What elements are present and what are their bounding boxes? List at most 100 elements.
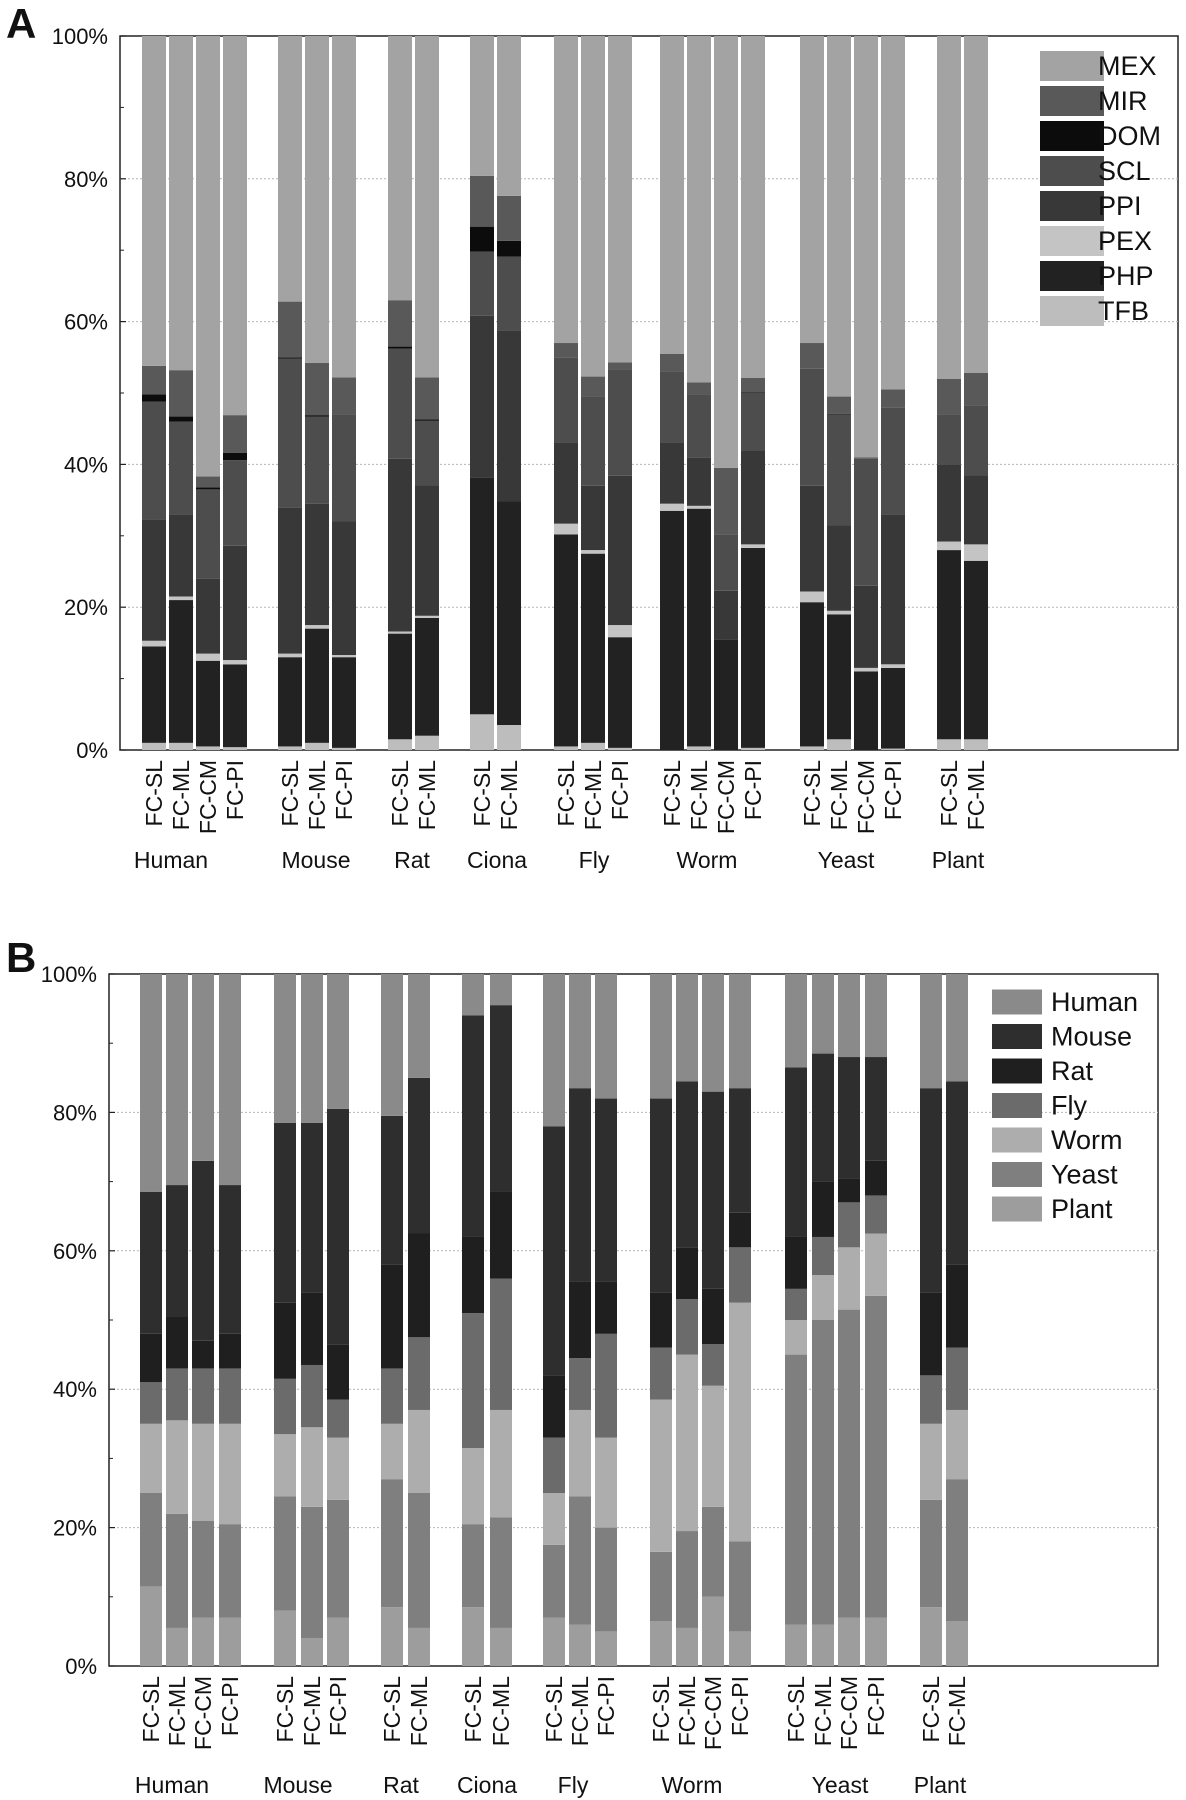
segment-php (581, 553, 605, 743)
segment-tfb (937, 739, 961, 750)
segment-worm (166, 1420, 188, 1514)
x-tick-label: FC-ML (826, 760, 852, 830)
legend-swatch-tfb (1040, 296, 1104, 326)
segment-rat (595, 1281, 617, 1334)
legend-swatch-plant (992, 1196, 1042, 1222)
segment-tfb (223, 747, 247, 750)
segment-ppi (554, 442, 578, 524)
bar-mouse-fc-pi (327, 974, 349, 1666)
segment-human (785, 974, 807, 1068)
segment-worm (865, 1233, 887, 1296)
segment-yeast (543, 1544, 565, 1618)
bar-fly-fc-sl (543, 974, 565, 1666)
group-label: Worm (662, 1772, 723, 1798)
legend-swatch-worm (992, 1127, 1042, 1153)
legend-swatch-pex (1040, 226, 1104, 256)
segment-human (381, 974, 403, 1116)
group-label: Yeast (818, 847, 875, 873)
x-tick-label: FC-PI (607, 760, 633, 820)
bar-worm-fc-sl (650, 974, 672, 1666)
group-label: Yeast (812, 1772, 869, 1798)
bar-plant-fc-sl (920, 974, 942, 1666)
segment-worm (676, 1354, 698, 1532)
segment-ppi (305, 503, 329, 626)
segment-scl (332, 414, 356, 522)
segment-php (142, 646, 166, 743)
segment-mouse (569, 1088, 591, 1282)
group-plant: FC-SL FC-ML Plant (914, 974, 970, 1798)
segment-yeast (650, 1551, 672, 1622)
segment-fly (676, 1299, 698, 1355)
segment-rat (702, 1288, 724, 1345)
segment-rat (920, 1292, 942, 1376)
segment-plant (274, 1610, 296, 1666)
group-label: Mouse (263, 1772, 332, 1798)
segment-mir (581, 376, 605, 397)
x-tick-label: FC-PI (222, 760, 248, 820)
segment-dom (497, 240, 521, 257)
segment-dom (470, 226, 494, 252)
x-tick-label: FC-ML (810, 1676, 836, 1746)
bar-yeast-fc-ml (812, 974, 834, 1666)
segment-human (920, 974, 942, 1089)
segment-human (595, 974, 617, 1099)
segment-dom (196, 487, 220, 490)
segment-plant (838, 1617, 860, 1666)
segment-human (865, 974, 887, 1058)
bar-fly-fc-pi (595, 974, 617, 1666)
segment-scl (196, 489, 220, 579)
group-plant: FC-SL FC-ML Plant (932, 36, 989, 873)
segment-rat (865, 1160, 887, 1196)
segment-mouse (381, 1115, 403, 1265)
x-tick-label: FC-CM (836, 1676, 862, 1750)
bar-human-fc-pi (223, 36, 247, 750)
segment-rat (192, 1340, 214, 1369)
segment-worm (812, 1275, 834, 1320)
segment-fly (838, 1202, 860, 1248)
legend-swatch-mir (1040, 86, 1104, 116)
segment-mex (937, 36, 961, 379)
group-label: Plant (914, 1772, 967, 1798)
segment-ppi (881, 514, 905, 665)
x-tick-label: FC-CM (713, 760, 739, 834)
segment-scl (687, 394, 711, 458)
legend-label-rat: Rat (1051, 1056, 1094, 1086)
segment-plant (408, 1627, 430, 1666)
segment-mouse (920, 1088, 942, 1293)
x-tick-label: FC-ML (488, 1676, 514, 1746)
segment-rat (569, 1281, 591, 1359)
segment-ppi (964, 475, 988, 545)
x-tick-label: FC-ML (944, 1676, 970, 1746)
segment-dom (223, 452, 247, 461)
segment-rat (543, 1375, 565, 1438)
segment-dom (415, 419, 439, 421)
legend-swatch-mouse (992, 1024, 1042, 1049)
group-worm: FC-SL FC-ML FC-CM FC-PI Worm (659, 36, 766, 873)
segment-yeast (702, 1506, 724, 1597)
x-tick-label: FC-SL (553, 760, 579, 827)
segment-php (937, 550, 961, 740)
segment-mouse (543, 1126, 565, 1376)
segment-tfb (554, 746, 578, 750)
segment-worm (785, 1320, 807, 1355)
legend-swatch-dom (1040, 121, 1104, 151)
legend-label-pex: PEX (1098, 226, 1152, 256)
segment-mir (223, 415, 247, 453)
segment-yeast (729, 1541, 751, 1632)
segment-scl (854, 458, 878, 586)
bar-worm-fc-sl (660, 36, 684, 750)
segment-yeast (192, 1520, 214, 1618)
panel-label: A (6, 0, 36, 47)
x-tick-label: FC-SL (387, 760, 413, 827)
segment-mex (196, 36, 220, 477)
segment-human (729, 974, 751, 1089)
segment-plant (650, 1621, 672, 1666)
segment-human (946, 974, 968, 1082)
group-mouse: FC-SL FC-ML FC-PI Mouse (277, 36, 357, 873)
segment-php (608, 637, 632, 748)
segment-fly (301, 1364, 323, 1428)
segment-human (569, 974, 591, 1089)
segment-rat (274, 1302, 296, 1379)
segment-tfb (196, 746, 220, 750)
segment-ppi (196, 578, 220, 654)
